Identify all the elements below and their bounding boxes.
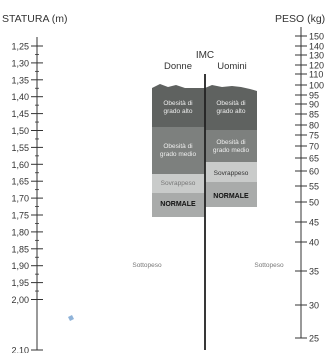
weight-tick-label: 100 [309,81,324,91]
women-obese-mid-label-line1: Obesità di [163,143,192,150]
weight-tick-label: 150 [309,32,324,42]
bmi-title: IMC [196,50,214,61]
height-tick-label: 1,90 [11,261,29,271]
height-tick-label: 2,00 [11,295,29,305]
weight-tick-label: 75 [309,131,319,141]
weight-tick-label: 30 [309,301,319,311]
women-normal-label: NORMALE [160,201,196,208]
men-obese-mid-band [205,130,257,162]
women-obese-high-label-line1: Obesità di [163,100,192,107]
women-obese-mid-label-line2: grado medio [160,151,197,158]
height-tick-label: 1,70 [11,194,29,204]
weight-tick-label: 140 [309,42,324,52]
weight-tick-label: 25 [309,334,319,344]
height-tick-label: 1,95 [11,278,29,288]
men-normal-band [205,182,257,207]
height-tick-label: 1,75 [11,211,29,221]
women-obese-high-band [152,84,205,127]
height-tick-label: 1,40 [11,92,29,102]
men-obese-mid-label-line2: grado medio [213,147,250,154]
women-underweight-label: Sottopeso [132,262,162,269]
men-overweight-band [205,162,257,182]
women-overweight-band [152,174,205,193]
weight-tick-label: 60 [309,167,319,177]
height-tick-label: 1,55 [11,143,29,153]
height-tick-label: 2,10 [11,346,29,353]
weight-tick-label: 110 [309,70,323,80]
women-column-label: Donne [164,61,192,72]
weight-tick-label: 80 [309,121,319,131]
men-obese-high-label-line1: Obesità di [216,100,245,107]
weight-tick-label: 120 [309,61,324,71]
weight-tick-label: 70 [309,142,319,152]
weight-tick-label: 95 [309,91,319,101]
height-tick-label: 1,60 [11,160,29,170]
weight-tick-label: 55 [309,182,319,192]
height-tick-label: 1,45 [11,109,29,119]
height-tick-label: 1,35 [11,75,29,85]
height-tick-label: 1,85 [11,244,29,254]
weight-tick-label: 65 [309,154,319,164]
men-obese-high-band [205,85,257,130]
men-underweight-label: Sottopeso [254,262,284,269]
height-tick-label: 1,65 [11,177,29,187]
men-obese-high-label-line2: grado alto [217,108,246,115]
height-tick-label: 1,80 [11,227,29,237]
height-axis-title: STATURA (m) [2,13,68,25]
weight-tick-label: 130 [309,51,324,61]
women-normal-band [152,193,205,217]
height-axis-ticks: 1,25 1,30 1,35 1,40 1,45 1,50 1,55 1,60 1,65 1,70… [11,42,43,353]
height-marker-icon [68,315,74,321]
weight-tick-label: 45 [309,218,319,228]
women-overweight-label: Sovrappeso [161,180,196,187]
men-overweight-label: Sovrappeso [214,170,249,177]
weight-tick-label: 85 [309,110,319,120]
women-obese-high-label-line2: grado alto [164,108,193,115]
weight-tick-label: 90 [309,100,319,110]
weight-tick-label: 50 [309,198,319,208]
weight-tick-label: 35 [309,267,319,277]
men-column-label: Uomini [217,61,247,72]
weight-tick-label: 40 [309,238,319,248]
men-obese-mid-label-line1: Obesità di [216,139,245,146]
height-tick-label: 1,50 [11,126,29,136]
women-obese-mid-band [152,127,205,174]
height-tick-label: 1,30 [11,58,29,68]
men-normal-label: NORMALE [213,193,249,200]
weight-axis-title: PESO (kg) [275,13,325,25]
height-tick-label: 1,25 [11,42,29,52]
